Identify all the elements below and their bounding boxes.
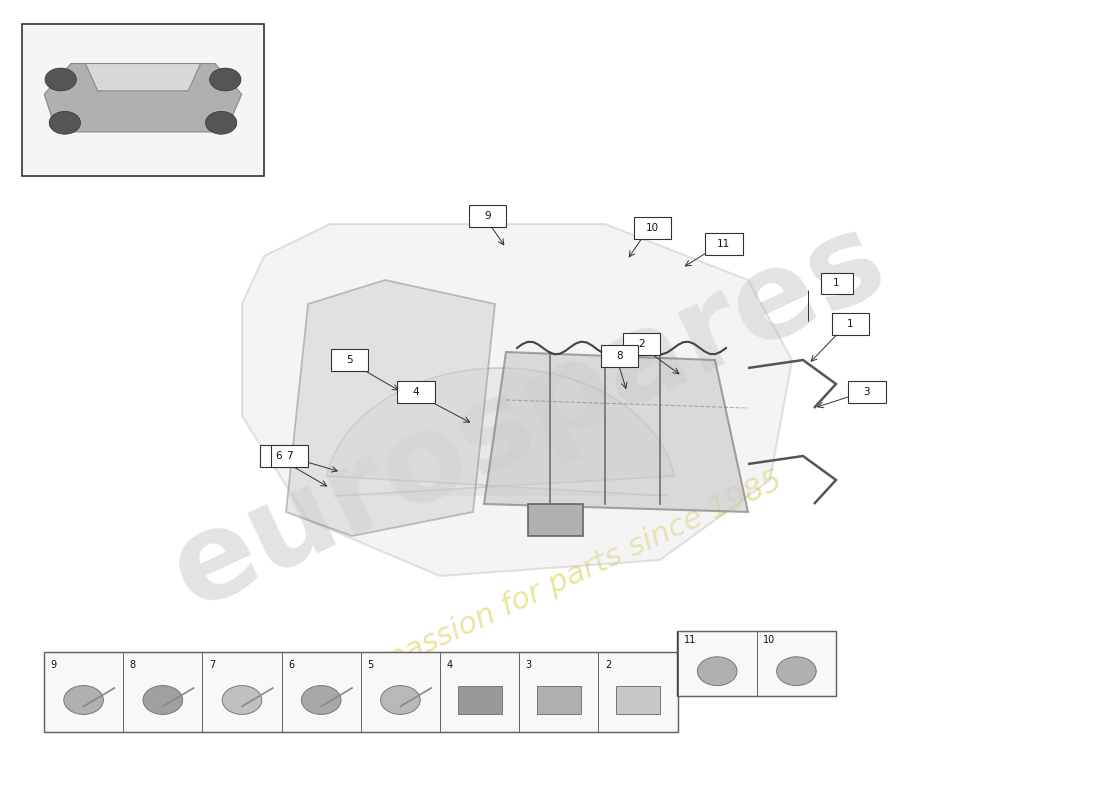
Circle shape <box>50 111 80 134</box>
Text: 3: 3 <box>526 660 532 670</box>
Text: 8: 8 <box>130 660 136 670</box>
Text: 4: 4 <box>412 387 419 397</box>
Bar <box>678 631 757 696</box>
Bar <box>598 652 678 732</box>
PathPatch shape <box>242 224 792 576</box>
Polygon shape <box>44 63 242 132</box>
Text: a passion for parts since 1985: a passion for parts since 1985 <box>358 466 786 686</box>
FancyBboxPatch shape <box>260 445 297 467</box>
Text: 1: 1 <box>847 319 854 329</box>
Text: 2: 2 <box>638 339 645 349</box>
Bar <box>458 686 502 714</box>
Bar <box>123 652 202 732</box>
FancyBboxPatch shape <box>705 233 742 255</box>
Text: 6: 6 <box>288 660 295 670</box>
PathPatch shape <box>327 368 674 496</box>
FancyBboxPatch shape <box>832 313 869 335</box>
Circle shape <box>301 686 341 714</box>
Bar <box>22 24 264 176</box>
Text: 8: 8 <box>616 351 623 361</box>
Text: 11: 11 <box>684 635 696 645</box>
Bar <box>282 652 361 732</box>
Bar <box>757 631 836 696</box>
Bar <box>676 631 836 696</box>
FancyBboxPatch shape <box>469 205 506 227</box>
Text: 4: 4 <box>447 660 453 670</box>
Circle shape <box>45 68 76 91</box>
Circle shape <box>697 657 737 686</box>
Text: 10: 10 <box>646 223 659 233</box>
Bar <box>616 686 660 714</box>
Text: 7: 7 <box>286 451 293 461</box>
FancyBboxPatch shape <box>848 381 886 403</box>
Bar <box>519 652 598 732</box>
Polygon shape <box>86 63 200 91</box>
Bar <box>361 652 440 732</box>
Text: 6: 6 <box>275 451 282 461</box>
Text: eurospares: eurospares <box>153 200 903 632</box>
FancyBboxPatch shape <box>623 333 660 355</box>
Circle shape <box>64 686 103 714</box>
FancyBboxPatch shape <box>634 217 671 239</box>
Text: 10: 10 <box>763 635 776 645</box>
Text: 2: 2 <box>605 660 612 670</box>
Bar <box>202 652 282 732</box>
Bar <box>440 652 519 732</box>
Text: 5: 5 <box>367 660 374 670</box>
Text: 9: 9 <box>51 660 57 670</box>
FancyBboxPatch shape <box>271 445 308 467</box>
FancyBboxPatch shape <box>397 381 434 403</box>
PathPatch shape <box>484 352 748 512</box>
Text: 11: 11 <box>717 239 730 249</box>
Circle shape <box>777 657 816 686</box>
Text: 7: 7 <box>209 660 216 670</box>
Circle shape <box>143 686 183 714</box>
Circle shape <box>381 686 420 714</box>
PathPatch shape <box>528 504 583 536</box>
Bar <box>44 652 678 732</box>
Circle shape <box>210 68 241 91</box>
Circle shape <box>222 686 262 714</box>
FancyBboxPatch shape <box>331 349 368 371</box>
Text: 3: 3 <box>864 387 870 397</box>
Text: 1: 1 <box>833 278 839 288</box>
Circle shape <box>206 111 236 134</box>
Bar <box>537 686 581 714</box>
PathPatch shape <box>286 280 495 536</box>
Text: 9: 9 <box>484 211 491 221</box>
Text: 5: 5 <box>346 355 353 365</box>
FancyBboxPatch shape <box>821 273 852 294</box>
FancyBboxPatch shape <box>601 345 638 367</box>
Bar <box>44 652 123 732</box>
